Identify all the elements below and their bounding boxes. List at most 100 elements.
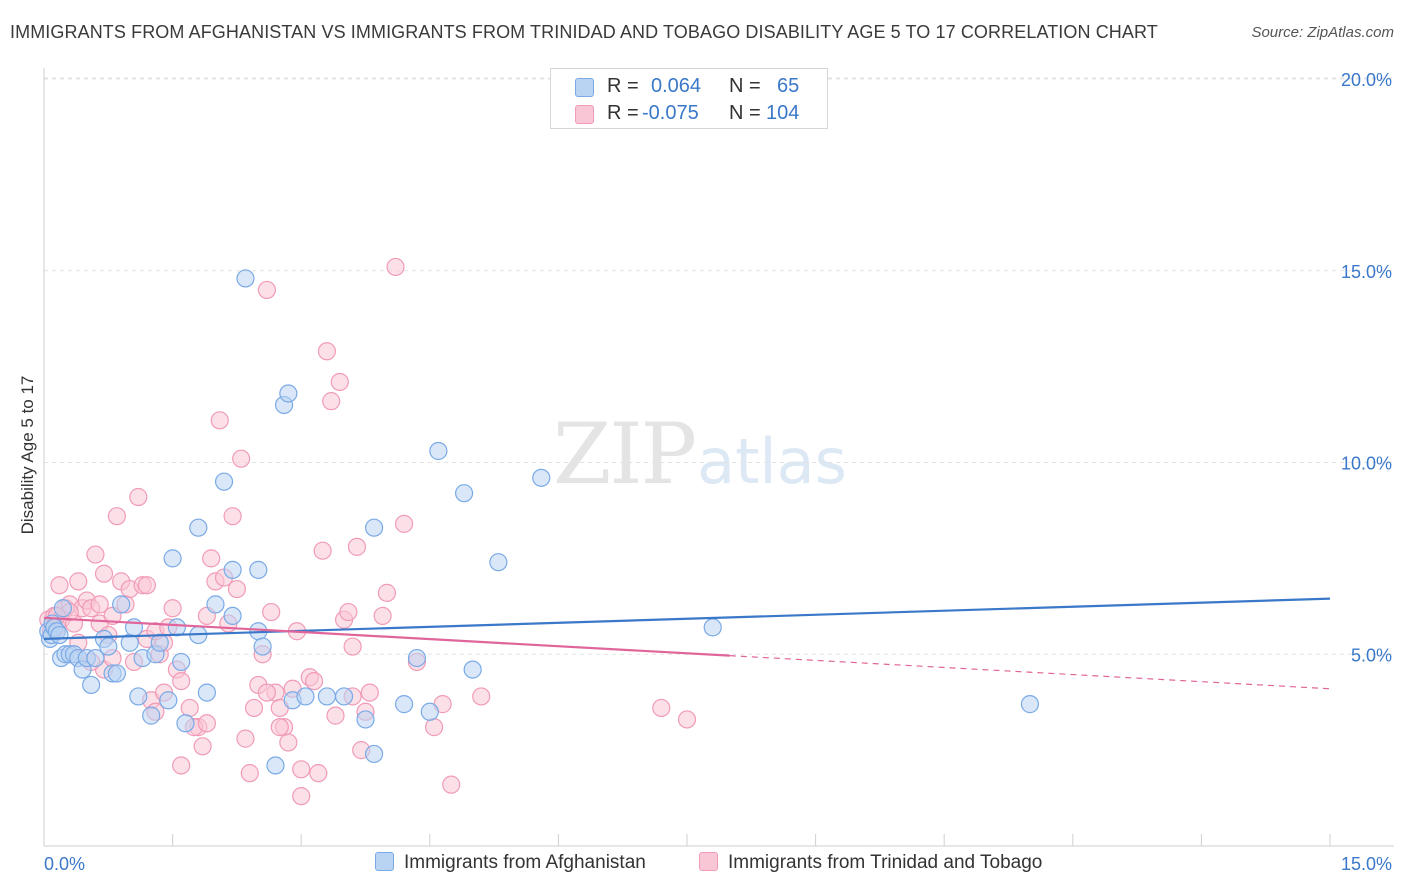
legend-n-value-afghanistan: 65: [777, 75, 800, 97]
chart-title: IMMIGRANTS FROM AFGHANISTAN VS IMMIGRANT…: [10, 22, 1158, 42]
point-afghanistan: [82, 675, 101, 695]
legend-swatch-trinidad: [699, 852, 718, 871]
point-trinidad: [330, 372, 349, 392]
point-afghanistan: [197, 683, 216, 702]
point-afghanistan: [223, 606, 242, 626]
legend-item-trinidad: Immigrants from Trinidad and Tobago: [699, 852, 1042, 874]
point-afghanistan: [1020, 695, 1040, 714]
point-afghanistan: [364, 744, 384, 764]
point-trinidad: [360, 683, 379, 702]
point-afghanistan: [214, 472, 234, 491]
point-trinidad: [257, 280, 277, 300]
point-trinidad: [86, 545, 105, 564]
point-afghanistan: [463, 660, 482, 679]
y-tick-label: 5.0%: [1351, 645, 1392, 665]
point-afghanistan: [429, 441, 448, 461]
point-afghanistan: [489, 553, 508, 572]
point-afghanistan: [176, 714, 195, 733]
point-afghanistan: [50, 625, 69, 645]
point-trinidad: [373, 606, 392, 626]
trend-lines: [43, 597, 1331, 690]
point-trinidad: [652, 698, 671, 718]
point-trinidad: [202, 549, 221, 568]
point-trinidad: [163, 599, 182, 618]
point-trinidad: [137, 576, 156, 595]
y-tick-label: 20.0%: [1341, 70, 1392, 90]
point-afghanistan: [296, 687, 315, 706]
point-trinidad: [262, 602, 281, 622]
point-afghanistan: [142, 706, 161, 725]
point-trinidad: [377, 583, 397, 602]
point-trinidad: [339, 602, 358, 622]
gridlines: [44, 77, 1394, 655]
point-trinidad: [232, 449, 251, 468]
watermark-zip: ZIP: [553, 405, 697, 503]
point-afghanistan: [163, 549, 182, 568]
legend-n-label: N =: [729, 102, 761, 124]
point-trinidad: [304, 671, 324, 691]
point-afghanistan: [317, 687, 337, 706]
legend-item-afghanistan: Immigrants from Afghanistan: [375, 852, 646, 874]
point-trinidad: [309, 764, 328, 783]
axes: [43, 68, 1394, 847]
point-trinidad: [69, 572, 88, 591]
point-afghanistan: [167, 618, 186, 637]
point-trinidad: [210, 411, 229, 430]
legend-r-value-afghanistan: 0.064: [651, 75, 702, 97]
point-afghanistan: [454, 484, 474, 503]
y-axis-label: Disability Age 5 to 17: [18, 375, 37, 535]
point-trinidad: [90, 595, 109, 614]
legend-swatch-afghanistan: [375, 852, 394, 871]
correlation-legend: R = 0.064 N = 65 R = -0.075 N = 104: [550, 68, 828, 129]
point-trinidad: [257, 683, 277, 702]
point-afghanistan: [172, 652, 191, 672]
point-afghanistan: [86, 648, 105, 668]
point-trinidad: [279, 733, 298, 752]
point-trinidad: [193, 737, 212, 756]
point-afghanistan: [150, 633, 169, 652]
point-trinidad: [394, 514, 414, 533]
point-afghanistan: [532, 468, 551, 487]
point-trinidad: [322, 392, 341, 411]
trend-line-afghanistan: [43, 597, 1331, 641]
point-afghanistan: [236, 269, 255, 288]
y-tick-label: 15.0%: [1341, 262, 1392, 282]
legend-label-trinidad: Immigrants from Trinidad and Tobago: [728, 852, 1043, 873]
point-afghanistan: [420, 702, 439, 721]
point-trinidad: [180, 698, 199, 718]
legend-n-value-trinidad: 104: [766, 102, 800, 124]
point-trinidad: [347, 537, 367, 556]
point-afghanistan: [159, 691, 178, 710]
point-trinidad: [424, 718, 444, 737]
point-afghanistan: [279, 384, 298, 403]
point-trinidad: [129, 487, 148, 507]
point-trinidad: [326, 706, 345, 725]
point-trinidad: [677, 710, 697, 729]
point-afghanistan: [356, 710, 375, 729]
point-trinidad: [317, 342, 337, 361]
point-afghanistan: [249, 560, 268, 579]
point-trinidad: [50, 576, 69, 595]
point-afghanistan: [53, 599, 72, 618]
source-note: Source: ZipAtlas.com: [1251, 24, 1394, 41]
point-trinidad: [94, 564, 114, 583]
y-tick-label: 10.0%: [1341, 454, 1392, 474]
x-tick-label-min: 0.0%: [44, 854, 85, 874]
point-trinidad: [172, 756, 191, 775]
trend-line-trinidad-extension: [729, 655, 1331, 690]
point-afghanistan: [129, 687, 148, 706]
point-trinidad: [197, 714, 216, 733]
point-trinidad: [386, 257, 405, 277]
legend-row-trinidad: R = -0.075 N = 104: [551, 102, 827, 128]
legend-r-label: R =: [607, 102, 639, 124]
point-trinidad: [442, 775, 461, 794]
point-afghanistan: [223, 560, 242, 579]
legend-swatch-trinidad: [575, 105, 594, 124]
point-trinidad: [472, 687, 491, 706]
point-trinidad: [244, 698, 264, 718]
x-tick-label-max: 15.0%: [1341, 854, 1392, 874]
point-afghanistan: [107, 664, 126, 683]
point-afghanistan: [253, 637, 272, 656]
legend-swatch-afghanistan: [575, 78, 594, 97]
legend-row-afghanistan: R = 0.064 N = 65: [551, 75, 827, 101]
